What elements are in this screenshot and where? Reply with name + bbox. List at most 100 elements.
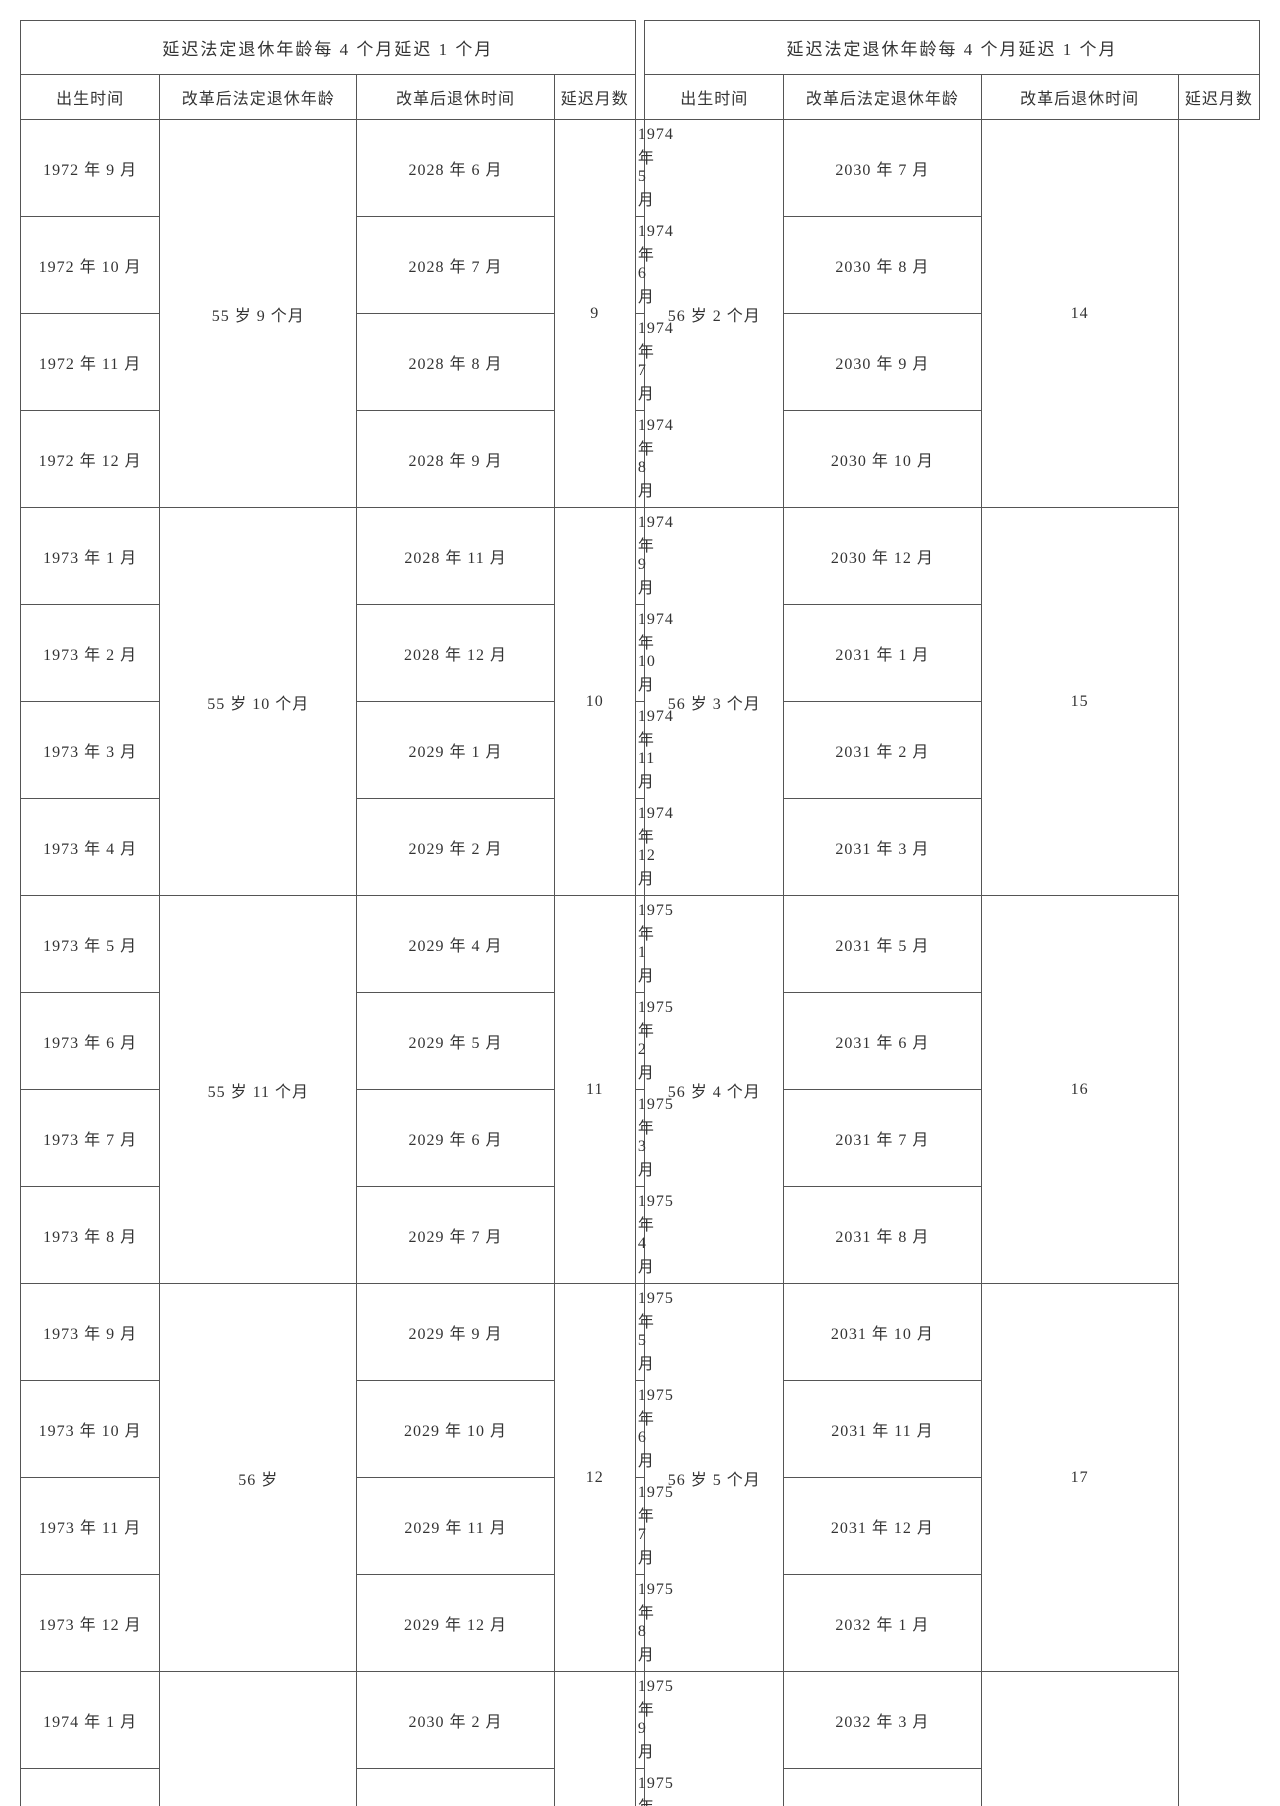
cell-birth: 1974 年 10 月 [635,605,644,702]
cell-birth: 1974 年 9 月 [635,508,644,605]
cell-retire: 2028 年 6 月 [357,120,554,217]
cell-retire: 2029 年 2 月 [357,799,554,896]
cell-birth: 1974 年 12 月 [635,799,644,896]
cell-birth: 1975 年 9 月 [635,1672,644,1769]
cell-retire: 2031 年 5 月 [784,896,981,993]
cell-birth: 1973 年 8 月 [21,1187,160,1284]
cell-retire: 2029 年 5 月 [357,993,554,1090]
cell-birth: 1972 年 11 月 [21,314,160,411]
cell-retire: 2031 年 3 月 [784,799,981,896]
cell-retire: 2029 年 1 月 [357,702,554,799]
cell-birth: 1973 年 12 月 [21,1575,160,1672]
cell-retire: 2030 年 12 月 [784,508,981,605]
cell-retire: 2031 年 11 月 [784,1381,981,1478]
cell-birth: 1973 年 2 月 [21,605,160,702]
cell-retire: 2028 年 9 月 [357,411,554,508]
cell-retire: 2028 年 8 月 [357,314,554,411]
cell-birth: 1975 年 1 月 [635,896,644,993]
cell-delay: 17 [981,1284,1178,1672]
cell-birth: 1974 年 11 月 [635,702,644,799]
cell-birth: 1975 年 6 月 [635,1381,644,1478]
cell-birth: 1975 年 8 月 [635,1575,644,1672]
cell-retire: 2030 年 7 月 [784,120,981,217]
cell-birth: 1973 年 1 月 [21,508,160,605]
cell-birth: 1973 年 5 月 [21,896,160,993]
table-row: 1973 年 1 月55 岁 10 个月2028 年 11 月101974 年 … [21,508,1260,605]
cell-birth: 1973 年 3 月 [21,702,160,799]
cell-age: 56 岁 4 个月 [645,896,784,1284]
cell-retire: 2031 年 1 月 [784,605,981,702]
cell-birth: 1973 年 4 月 [21,799,160,896]
cell-retire: 2031 年 10 月 [784,1284,981,1381]
cell-retire: 2031 年 6 月 [784,993,981,1090]
cell-retire: 2030 年 9 月 [784,314,981,411]
cell-birth: 1974 年 5 月 [635,120,644,217]
cell-birth: 1975 年 5 月 [635,1284,644,1381]
col-age-right: 改革后法定退休年龄 [784,75,981,120]
cell-birth: 1974 年 1 月 [21,1672,160,1769]
cell-delay: 16 [981,896,1178,1284]
cell-retire: 2028 年 12 月 [357,605,554,702]
cell-delay: 14 [981,120,1178,508]
col-birth-left: 出生时间 [21,75,160,120]
cell-delay: 9 [554,120,635,508]
table-row: 1972 年 9 月55 岁 9 个月2028 年 6 月91974 年 5 月… [21,120,1260,217]
cell-birth: 1973 年 10 月 [21,1381,160,1478]
cell-retire: 2029 年 4 月 [357,896,554,993]
cell-retire: 2028 年 7 月 [357,217,554,314]
cell-delay: 12 [554,1284,635,1672]
cell-birth: 1972 年 12 月 [21,411,160,508]
left-title: 延迟法定退休年龄每 4 个月延迟 1 个月 [21,21,636,75]
cell-retire: 2031 年 12 月 [784,1478,981,1575]
retirement-delay-table: 延迟法定退休年龄每 4 个月延迟 1 个月 延迟法定退休年龄每 4 个月延迟 1… [20,20,1260,1806]
cell-birth: 1974 年 7 月 [635,314,644,411]
cell-birth: 1974 年 8 月 [635,411,644,508]
cell-retire: 2031 年 2 月 [784,702,981,799]
col-birth-right: 出生时间 [645,75,784,120]
cell-age: 56 岁 [160,1284,357,1672]
table-row: 1973 年 9 月56 岁2029 年 9 月121975 年 5 月56 岁… [21,1284,1260,1381]
cell-delay: 11 [554,896,635,1284]
cell-birth: 1972 年 10 月 [21,217,160,314]
cell-age: 55 岁 9 个月 [160,120,357,508]
cell-age: 56 岁 1 个月 [160,1672,357,1806]
title-row: 延迟法定退休年龄每 4 个月延迟 1 个月 延迟法定退休年龄每 4 个月延迟 1… [21,21,1260,75]
cell-birth: 1974 年 6 月 [635,217,644,314]
cell-birth: 1975 年 7 月 [635,1478,644,1575]
cell-birth: 1975 年 2 月 [635,993,644,1090]
cell-retire: 2029 年 10 月 [357,1381,554,1478]
cell-age: 56 岁 2 个月 [645,120,784,508]
cell-age: 55 岁 11 个月 [160,896,357,1284]
cell-birth: 1975 年 10 月 [635,1769,644,1806]
cell-birth: 1973 年 11 月 [21,1478,160,1575]
cell-retire: 2031 年 8 月 [784,1187,981,1284]
col-delay-left: 延迟月数 [554,75,635,120]
cell-retire: 2030 年 10 月 [784,411,981,508]
cell-birth: 1975 年 4 月 [635,1187,644,1284]
cell-birth: 1975 年 3 月 [635,1090,644,1187]
cell-retire: 2029 年 6 月 [357,1090,554,1187]
cell-birth: 1973 年 6 月 [21,993,160,1090]
col-retire-right: 改革后退休时间 [981,75,1178,120]
cell-age: 56 岁 3 个月 [645,508,784,896]
cell-retire: 2032 年 4 月 [784,1769,981,1806]
col-delay-right: 延迟月数 [1178,75,1259,120]
cell-delay: 18 [981,1672,1178,1806]
cell-birth: 1972 年 9 月 [21,120,160,217]
cell-retire: 2030 年 3 月 [357,1769,554,1806]
cell-retire: 2030 年 2 月 [357,1672,554,1769]
column-gap [635,21,644,120]
cell-delay: 13 [554,1672,635,1806]
cell-retire: 2028 年 11 月 [357,508,554,605]
cell-age: 55 岁 10 个月 [160,508,357,896]
col-retire-left: 改革后退休时间 [357,75,554,120]
table-row: 1974 年 1 月56 岁 1 个月2030 年 2 月131975 年 9 … [21,1672,1260,1769]
cell-delay: 15 [981,508,1178,896]
cell-retire: 2031 年 7 月 [784,1090,981,1187]
cell-delay: 10 [554,508,635,896]
cell-retire: 2029 年 7 月 [357,1187,554,1284]
cell-birth: 1974 年 2 月 [21,1769,160,1806]
cell-age: 56 岁 6 个月 [645,1672,784,1806]
cell-birth: 1973 年 7 月 [21,1090,160,1187]
cell-retire: 2032 年 3 月 [784,1672,981,1769]
